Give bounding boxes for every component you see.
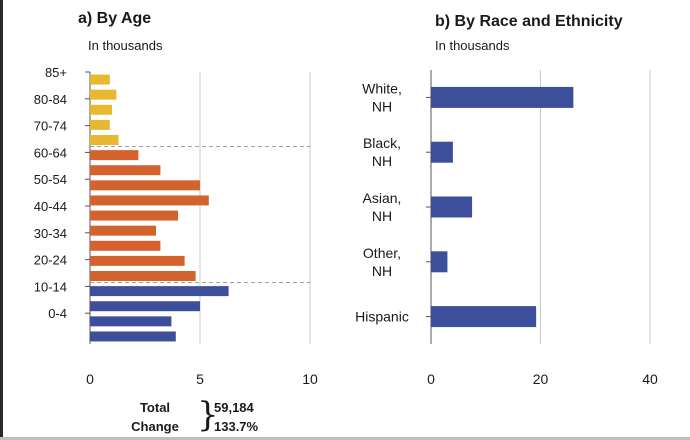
age-category-label: 30-34 — [34, 226, 67, 241]
age-bar — [90, 331, 176, 342]
total-change-count: 59,184 — [214, 400, 254, 415]
race-category-label-line: Asian, — [363, 190, 402, 206]
age-bar — [90, 240, 161, 251]
frame-left-border — [0, 0, 3, 440]
age-category-label: 20-24 — [34, 253, 67, 268]
age-bar — [90, 271, 196, 281]
race-x-tick-label: 40 — [642, 371, 658, 387]
age-chart-subtitle: In thousands — [88, 38, 163, 53]
race-chart-title: b) By Race and Ethnicity — [435, 13, 623, 30]
race-category-label-line: NH — [372, 208, 392, 224]
age-bar — [90, 316, 172, 327]
age-x-tick-label: 10 — [302, 371, 318, 387]
age-category-label: 60-64 — [34, 145, 67, 160]
race-category-label: White, NH — [362, 80, 402, 114]
race-x-tick-label: 0 — [427, 371, 435, 387]
race-category-label-line: NH — [372, 98, 392, 114]
age-bar — [90, 225, 156, 236]
race-chart-subtitle: In thousands — [435, 38, 510, 53]
race-bar — [431, 251, 448, 273]
race-category-label: Black, NH — [363, 135, 401, 169]
age-bar — [90, 301, 200, 312]
age-bar — [90, 74, 110, 85]
age-category-label: 50-54 — [34, 172, 67, 187]
age-category-label: 10-14 — [34, 279, 67, 294]
age-x-tick-label: 5 — [196, 371, 204, 387]
total-change-percent: 133.7% — [214, 419, 259, 434]
race-category-label-line: White, — [362, 80, 402, 96]
race-category-label-line: Black, — [363, 135, 401, 151]
total-label-line1: Total — [139, 400, 171, 415]
age-bar — [90, 195, 209, 206]
age-bar — [90, 165, 161, 176]
age-category-label: 0-4 — [48, 306, 67, 321]
total-brace: } — [197, 395, 219, 435]
race-bar — [431, 86, 574, 108]
age-bar — [90, 104, 112, 115]
total-label-line2: Change — [131, 419, 179, 434]
age-bar — [90, 255, 185, 266]
race-bar — [431, 196, 473, 218]
total-change-values: 59,184 133.7% — [214, 398, 258, 436]
age-category-label: 85+ — [45, 65, 67, 80]
age-bar — [90, 150, 139, 161]
age-x-tick-label: 0 — [86, 371, 94, 387]
age-bar — [90, 286, 229, 297]
age-bar — [90, 119, 110, 130]
race-category-label: Other, NH — [363, 245, 401, 279]
race-category-label: Hispanic — [355, 309, 409, 325]
age-chart: 0 5 10 85+ 80-84 70-74 60-64 50-54 40-44 30-34 20-… — [34, 65, 318, 387]
age-bar — [90, 210, 178, 221]
race-x-tick-label: 20 — [533, 371, 549, 387]
race-category-label-line: NH — [372, 153, 392, 169]
age-bar — [90, 135, 119, 145]
race-category-label-line: NH — [372, 263, 392, 279]
age-category-label: 70-74 — [34, 119, 67, 134]
race-bar — [431, 141, 453, 163]
race-bar — [431, 306, 537, 328]
frame-bottom-border — [0, 437, 690, 440]
age-chart-title: a) By Age — [78, 10, 152, 27]
race-category-label-line: Hispanic — [355, 309, 409, 325]
age-bar — [90, 89, 117, 100]
race-category-label-line: Other, — [363, 245, 401, 261]
total-change-label: Total Change — [115, 398, 195, 436]
age-bar — [90, 180, 200, 191]
race-category-label: Asian, NH — [363, 190, 402, 224]
age-category-label: 80-84 — [34, 92, 67, 107]
age-category-label: 40-44 — [34, 199, 67, 214]
